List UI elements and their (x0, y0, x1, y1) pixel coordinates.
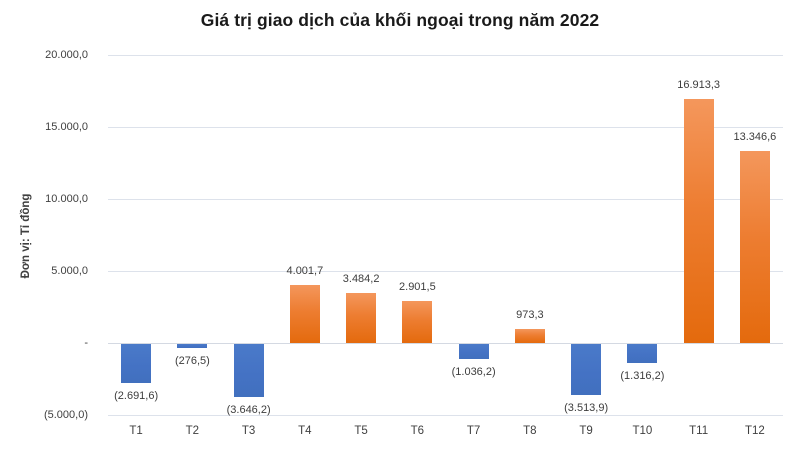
x-axis-tick-label: T4 (298, 425, 312, 437)
x-axis-tick-label: T7 (466, 425, 481, 437)
x-axis-tick-label: T3 (241, 425, 256, 437)
data-label-T8: 973,3 (516, 308, 544, 321)
y-axis-tick-label: 10.000,0 (45, 193, 88, 205)
data-label-T6: 2.901,5 (399, 281, 436, 294)
y-axis-tick-label: 5.000,0 (51, 265, 88, 277)
x-axis-tick-label: T6 (410, 425, 425, 437)
bar-T5 (346, 292, 377, 343)
bar-T9 (571, 344, 602, 395)
data-label-T4: 4.001,7 (286, 265, 324, 278)
zero-axis-line (108, 343, 783, 344)
gridline (108, 127, 783, 128)
data-label-T9: (3.513,9) (564, 401, 609, 414)
data-label-T10: (1.316,2) (620, 369, 665, 382)
data-label-T1: (2.691,6) (114, 389, 159, 402)
data-label-T7: (1.036,2) (451, 365, 496, 378)
data-label-T12: 13.346,6 (733, 130, 777, 143)
bar-T10 (627, 344, 658, 363)
gridline (108, 415, 783, 416)
bar-T2 (177, 344, 208, 348)
bar-T7 (458, 344, 489, 359)
y-axis-tick-label: - (84, 337, 88, 349)
data-label-T3: (3.646,2) (226, 403, 271, 416)
x-axis-tick-label: T11 (689, 425, 709, 437)
gridline (108, 55, 783, 56)
x-axis-tick-label: T12 (744, 425, 765, 437)
data-label-T2: (276,5) (174, 354, 210, 367)
bar-T3 (233, 344, 264, 397)
chart-title: Giá trị giao dịch của khối ngoại trong n… (200, 10, 600, 30)
x-axis-tick-label: T9 (579, 425, 593, 437)
y-axis-tick-label: 15.000,0 (45, 121, 88, 133)
x-axis-tick-label: T2 (185, 425, 200, 437)
bar-T1 (121, 344, 152, 383)
gridline (108, 199, 783, 200)
y-axis-tick-label: (5.000,0) (43, 409, 88, 421)
plot-area: (2.691,6) T1 (276,5) T2 (3.646,2) T3 4.001,7 T4… (108, 55, 783, 437)
bar-T12 (739, 150, 770, 343)
x-axis-tick-label: T8 (523, 425, 537, 437)
bar-T11 (683, 99, 714, 343)
x-axis-tick-label: T1 (129, 425, 143, 437)
gridline (108, 271, 783, 272)
bar-T4 (289, 285, 320, 343)
bar-T6 (402, 301, 433, 343)
bar-T8 (514, 328, 545, 343)
data-label-T11: 16.913,3 (677, 79, 721, 92)
x-axis-tick-label: T5 (354, 425, 368, 437)
y-axis-tick-label: 20.000,0 (45, 49, 88, 61)
x-axis-tick-label: T10 (632, 425, 653, 437)
data-label-T5: 3.484,2 (342, 272, 380, 285)
